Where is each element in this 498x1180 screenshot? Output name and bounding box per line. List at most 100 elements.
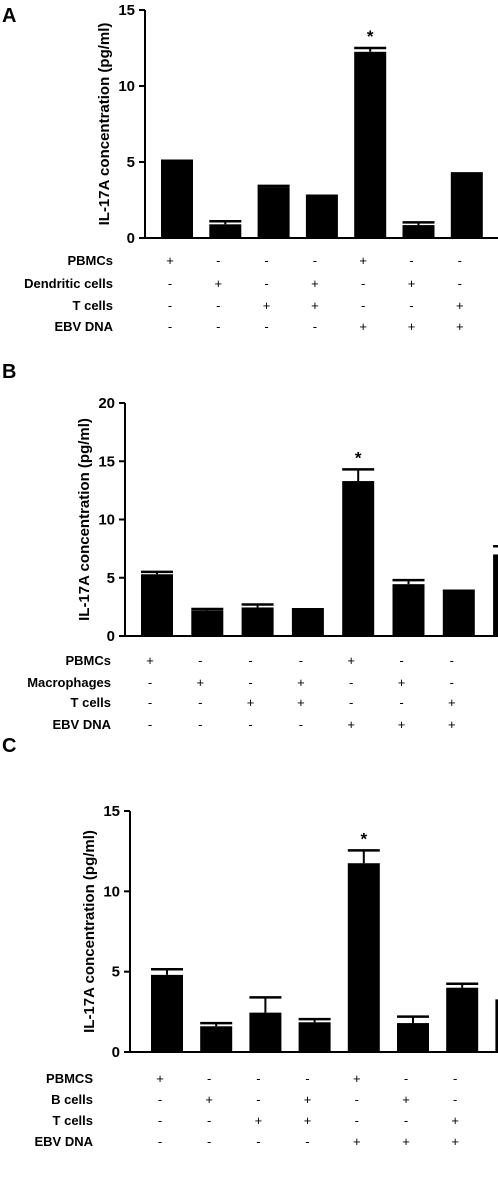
y-axis-title: IL-17A concentration (pg/ml) — [76, 418, 93, 621]
condition-sign: - — [148, 695, 152, 710]
condition-sign: + — [297, 675, 305, 690]
bar — [257, 187, 290, 238]
y-tick-label: 0 — [112, 1044, 120, 1061]
panel-letter: C — [2, 735, 16, 757]
condition-label: EBV DNA — [52, 717, 111, 732]
y-tick-label: 15 — [103, 803, 120, 820]
condition-sign: - — [264, 276, 268, 291]
condition-sign: + — [263, 298, 271, 313]
condition-sign: + — [311, 298, 319, 313]
condition-sign: - — [168, 319, 172, 334]
condition-sign: - — [355, 1092, 359, 1107]
condition-sign: - — [299, 717, 303, 732]
bar — [450, 174, 483, 238]
y-tick-label: 5 — [127, 154, 135, 171]
condition-sign: - — [355, 1113, 359, 1128]
condition-sign: - — [404, 1113, 408, 1128]
condition-label: PBMCs — [67, 253, 113, 268]
condition-sign: - — [168, 298, 172, 313]
bar — [200, 1026, 233, 1052]
condition-label: Dendritic cells — [24, 276, 113, 291]
condition-sign: + — [398, 675, 406, 690]
condition-label: EBV DNA — [34, 1134, 93, 1149]
y-axis-title: IL-17A concentration (pg/ml) — [81, 830, 98, 1033]
bar — [209, 224, 242, 238]
bar — [249, 1012, 282, 1052]
condition-sign: - — [450, 675, 454, 690]
y-tick-label: 5 — [107, 570, 115, 587]
condition-sign: + — [456, 319, 464, 334]
panel-letter: A — [2, 5, 16, 27]
condition-sign: - — [198, 695, 202, 710]
condition-sign: + — [456, 298, 464, 313]
y-tick-label: 0 — [127, 230, 135, 247]
condition-sign: - — [207, 1113, 211, 1128]
condition-sign: - — [299, 653, 303, 668]
y-tick-label: 10 — [118, 78, 135, 95]
condition-sign: + — [398, 717, 406, 732]
condition-label: T cells — [53, 1113, 93, 1128]
condition-sign: - — [158, 1113, 162, 1128]
condition-sign: - — [453, 1071, 457, 1086]
condition-sign: - — [207, 1071, 211, 1086]
condition-label: T cells — [73, 298, 113, 313]
condition-sign: + — [146, 653, 154, 668]
condition-sign: - — [148, 675, 152, 690]
condition-sign: - — [168, 276, 172, 291]
condition-sign: + — [205, 1092, 213, 1107]
bar — [141, 574, 173, 636]
condition-sign: - — [349, 675, 353, 690]
condition-sign: - — [450, 653, 454, 668]
condition-sign: + — [156, 1071, 164, 1086]
condition-sign: + — [448, 695, 456, 710]
condition-sign: + — [408, 319, 416, 334]
y-tick-label: 5 — [112, 964, 120, 981]
condition-sign: - — [361, 298, 365, 313]
condition-label: Macrophages — [27, 675, 111, 690]
condition-sign: - — [248, 653, 252, 668]
y-tick-label: 10 — [103, 883, 120, 900]
y-axis-title: IL-17A concentration (pg/ml) — [96, 23, 113, 226]
condition-sign: - — [256, 1134, 260, 1149]
condition-sign: - — [158, 1092, 162, 1107]
panel-b: B 0 5 10 15 20 IL-17A concentration (pg/ml) * PB… — [2, 361, 498, 732]
condition-label: B cells — [51, 1092, 93, 1107]
condition-sign: - — [256, 1071, 260, 1086]
condition-sign: + — [359, 319, 367, 334]
condition-sign: - — [248, 675, 252, 690]
condition-sign: - — [198, 653, 202, 668]
bar — [442, 591, 475, 636]
condition-sign: + — [408, 276, 416, 291]
condition-sign: + — [353, 1071, 361, 1086]
condition-sign: + — [311, 276, 319, 291]
bar — [347, 863, 380, 1052]
bar — [298, 1022, 331, 1052]
y-tick-label: 10 — [98, 512, 115, 529]
condition-sign: + — [166, 253, 174, 268]
condition-sign: - — [349, 695, 353, 710]
condition-sign: + — [304, 1113, 312, 1128]
condition-sign: - — [305, 1134, 309, 1149]
condition-sign: + — [197, 675, 205, 690]
bar — [495, 1001, 498, 1052]
condition-sign: - — [264, 319, 268, 334]
panel-c: C 0 5 10 15 IL-17A concentration (pg/ml) * PBMC… — [2, 735, 498, 1149]
condition-sign: - — [207, 1134, 211, 1149]
condition-label: EBV DNA — [54, 319, 113, 334]
condition-sign: - — [216, 298, 220, 313]
condition-sign: - — [458, 276, 462, 291]
condition-sign: - — [216, 253, 220, 268]
condition-sign: + — [451, 1113, 459, 1128]
bar — [241, 607, 274, 636]
condition-sign: + — [347, 717, 355, 732]
condition-sign: - — [409, 298, 413, 313]
bar — [291, 610, 324, 636]
condition-sign: + — [448, 717, 456, 732]
condition-sign: + — [255, 1113, 263, 1128]
bar — [493, 554, 498, 636]
condition-sign: - — [361, 276, 365, 291]
condition-sign: + — [304, 1092, 312, 1107]
condition-sign: - — [198, 717, 202, 732]
